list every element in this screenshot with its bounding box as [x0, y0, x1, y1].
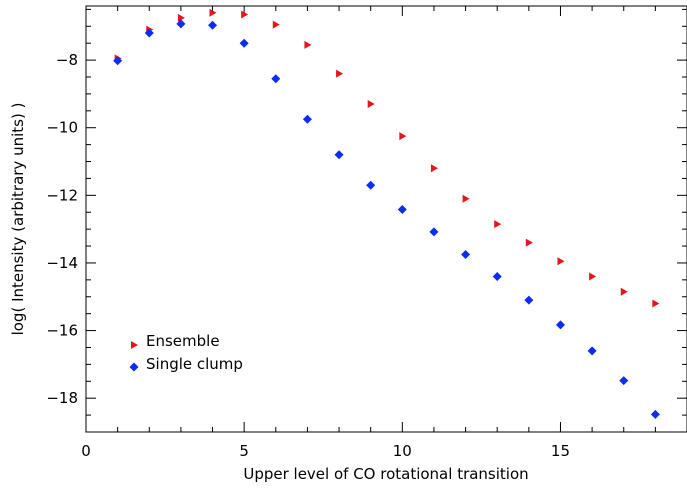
legend-marker-shape [131, 341, 138, 349]
single-clump-point [429, 227, 439, 237]
ensemble-point [336, 69, 344, 78]
ensemble-point [367, 100, 375, 109]
single-clump-point [334, 150, 344, 160]
ensemble-point [209, 8, 217, 17]
ensemble-point [525, 238, 533, 247]
single-clump-point [239, 38, 249, 48]
legend-label-single-clump: Single clump [146, 355, 243, 373]
axis-ticks [85, 6, 687, 433]
single-clump-point [461, 250, 471, 259]
legend-marker-single-clump [129, 362, 139, 372]
ensemble-point [177, 13, 185, 22]
y-tick-label: −8 [56, 51, 78, 69]
y-tick-label: −16 [46, 322, 78, 340]
single-clump-point [619, 376, 629, 386]
y-tick-label: −18 [46, 389, 78, 407]
single-clump-point [144, 28, 154, 38]
x-axis-label: Upper level of CO rotational transition [243, 465, 528, 483]
ensemble-point [589, 272, 597, 281]
single-clump-point [271, 74, 281, 84]
single-clump-point [492, 271, 502, 281]
legend-label-ensemble: Ensemble [146, 332, 220, 350]
legend-marker-ensemble [131, 341, 138, 349]
axis-tick-labels: 0 5 10 15 −18 −16 −14 −12 −10 −8 [46, 51, 570, 460]
ensemble-point [304, 40, 312, 49]
ensemble-point [620, 287, 628, 296]
ensemble-point [557, 257, 565, 266]
y-tick-label: −12 [46, 186, 78, 204]
ensemble-point [462, 194, 470, 203]
y-tick-label: −10 [46, 119, 78, 137]
single-clump-point [397, 205, 407, 215]
single-clump-point [555, 320, 565, 330]
ensemble-point [494, 220, 502, 229]
single-clump-point [208, 20, 218, 30]
x-tick-label: 0 [81, 442, 91, 460]
single-clump-point [587, 346, 597, 356]
single-clump-point [366, 180, 376, 190]
ensemble-point [652, 299, 660, 308]
single-clump-point [302, 114, 312, 124]
x-tick-label: 10 [393, 442, 412, 460]
legend-marker-shape [129, 362, 139, 372]
legend: Ensemble Single clump [129, 332, 243, 373]
single-clump-point [113, 56, 123, 66]
x-tick-label: 5 [239, 442, 249, 460]
ensemble-point [399, 132, 407, 141]
y-axis-label: log( Intensity (arbitrary units) ) [9, 103, 27, 336]
ensemble-point [430, 164, 438, 173]
ensemble-point [272, 20, 280, 29]
plot-frame [85, 5, 687, 433]
x-tick-label: 15 [551, 442, 570, 460]
single-clump-point [176, 19, 186, 29]
single-clump-point [650, 409, 660, 419]
y-tick-label: −14 [46, 254, 78, 272]
data-points [113, 8, 660, 419]
single-clump-point [524, 295, 534, 305]
ensemble-point [241, 10, 249, 19]
